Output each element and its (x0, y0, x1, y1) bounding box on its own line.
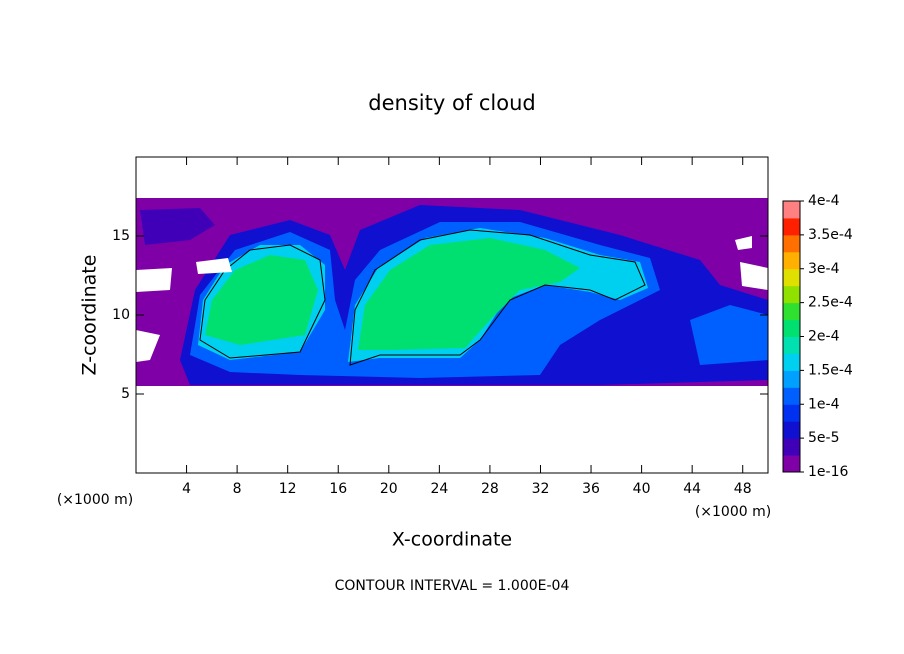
colorbar-tick-label: 1e-16 (808, 464, 848, 480)
colorbar-band (783, 404, 800, 422)
x-axis-label: X-coordinate (392, 529, 512, 551)
colorbar-band (783, 302, 800, 321)
colorbar-band (783, 387, 800, 405)
x-tick-label: 16 (329, 481, 347, 497)
x-tick-label: 44 (683, 481, 701, 497)
y-tick-label: 15 (112, 228, 130, 244)
colorbar-tick-label: 2.5e-4 (808, 295, 853, 311)
colorbar-band (783, 251, 800, 270)
x-tick-label: 20 (380, 481, 398, 497)
colorbar-tick-label: 1e-4 (808, 396, 840, 412)
colorbar-band (783, 319, 800, 337)
contour-field (136, 198, 768, 386)
colorbar-tick-label: 1.5e-4 (808, 362, 853, 378)
x-tick-label: 32 (532, 481, 550, 497)
colorbar-band (783, 438, 800, 456)
x-unit-label: (×1000 m) (695, 504, 771, 520)
colorbar-tick-label: 5e-5 (808, 430, 839, 446)
x-unit-label: (×1000 m) (57, 492, 133, 508)
footer: CONTOUR INTERVAL = 1.000E-04 (335, 578, 570, 594)
x-tick-label: 8 (233, 481, 242, 497)
colorbar-band (783, 336, 800, 354)
colorbar-band (783, 201, 800, 219)
y-tick-label: 10 (112, 307, 130, 323)
x-tick-label: 48 (734, 481, 752, 497)
colorbar-tick-label: 2e-4 (808, 329, 840, 345)
colorbar-tick-label: 4e-4 (808, 193, 840, 209)
colorbar-band (783, 217, 800, 236)
colorbar-tick-label: 3.5e-4 (808, 227, 853, 243)
colorbar-band (783, 421, 800, 439)
chart-title: density of cloud (368, 91, 535, 115)
y-tick-label: 5 (121, 386, 130, 402)
colorbar-band (783, 353, 800, 371)
x-tick-label: 12 (279, 481, 297, 497)
x-tick-label: 40 (633, 481, 651, 497)
x-tick-label: 36 (582, 481, 600, 497)
colorbar-band (783, 268, 800, 287)
y-axis-label: Z-coordinate (79, 255, 101, 376)
colorbar-band (783, 370, 800, 388)
x-tick-label: 28 (481, 481, 499, 497)
colorbar-tick-label: 3e-4 (808, 261, 840, 277)
x-tick-label: 24 (430, 481, 448, 497)
colorbar-band (783, 285, 800, 304)
colorbar-band (783, 234, 800, 253)
colorbar-band (783, 455, 800, 473)
x-tick-label: 4 (182, 481, 191, 497)
